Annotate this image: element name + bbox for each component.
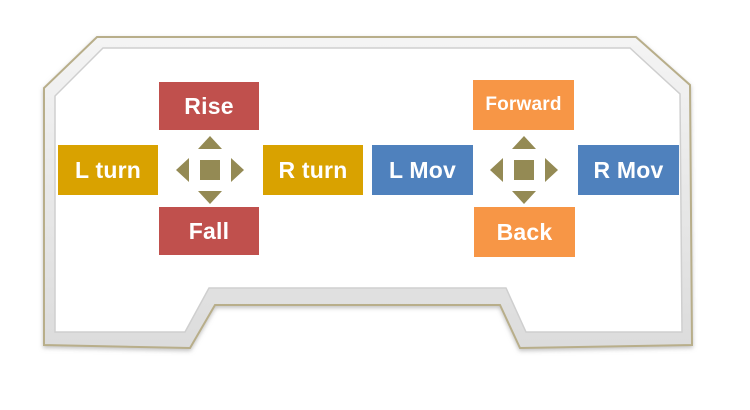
- left-four-way-arrow-icon: [176, 136, 244, 204]
- left-move-button[interactable]: L Mov: [372, 145, 473, 195]
- right-move-button[interactable]: R Mov: [578, 145, 679, 195]
- right-four-way-arrow-icon: [490, 136, 558, 204]
- right-turn-button[interactable]: R turn: [263, 145, 363, 195]
- left-turn-button[interactable]: L turn: [58, 145, 158, 195]
- rise-button[interactable]: Rise: [159, 82, 259, 130]
- forward-button[interactable]: Forward: [473, 80, 574, 130]
- back-button[interactable]: Back: [474, 207, 575, 257]
- fall-button[interactable]: Fall: [159, 207, 259, 255]
